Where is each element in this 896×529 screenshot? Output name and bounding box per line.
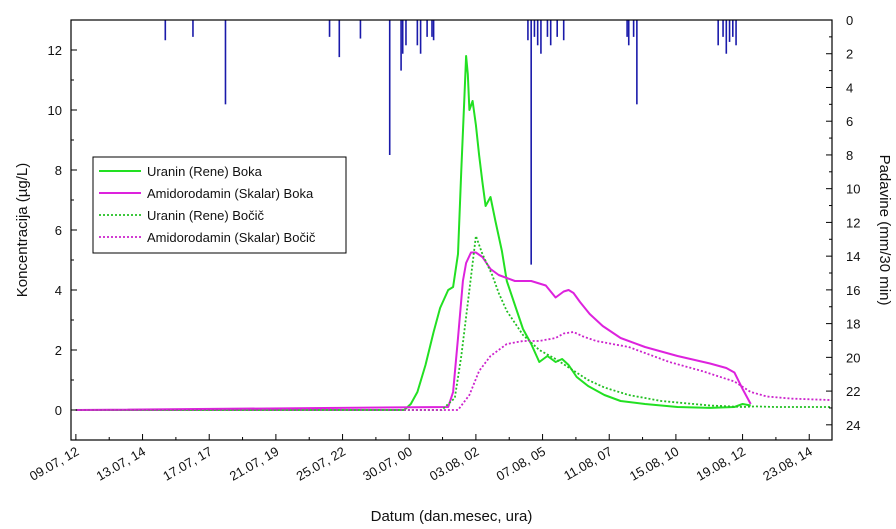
y2-tick-label: 24: [846, 418, 860, 433]
x-tick-label: 21.07, 19: [227, 444, 281, 484]
series-line-1: [75, 55, 751, 411]
x-tick-label: 03.08, 02: [427, 444, 481, 484]
x-tick-label: 19.08, 12: [694, 444, 748, 484]
y-tick-label: 2: [55, 343, 62, 358]
x-tick-label: 25.07, 22: [294, 444, 348, 484]
y2-tick-label: 4: [846, 80, 853, 95]
series-line-4: [75, 331, 833, 411]
y-tick-label: 6: [55, 223, 62, 238]
y-tick-label: 8: [55, 163, 62, 178]
y-tick-label: 10: [48, 103, 62, 118]
y2-tick-label: 6: [846, 114, 853, 129]
x-tick-label: 30.07, 00: [360, 444, 414, 484]
y-axis-title: Koncentracija (µg/L): [14, 163, 31, 298]
y-tick-label: 4: [55, 283, 62, 298]
legend: Uranin (Rene) Boka Amidorodamin (Skalar) …: [92, 156, 347, 254]
legend-label: Uranin (Rene) Bočič: [147, 208, 265, 223]
x-tick-label: 09.07, 12: [27, 444, 81, 484]
y2-tick-label: 0: [846, 13, 853, 28]
series-line-2: [75, 251, 752, 411]
y2-tick-label: 2: [846, 47, 853, 62]
y-tick-label: 12: [48, 43, 62, 58]
x-tick-label: 07.08, 05: [494, 444, 548, 484]
x-tick-label: 15.08, 10: [627, 444, 681, 484]
x-tick-label: 23.08, 14: [760, 444, 814, 484]
y2-tick-label: 10: [846, 182, 860, 197]
y-tick-label: 0: [55, 403, 62, 418]
x-tick-label: 13.07, 14: [94, 444, 148, 484]
x-axis-title: Datum (dan.mesec, ura): [371, 508, 533, 525]
series-line-3: [75, 235, 832, 411]
y2-axis-title: Padavine (mm/30 min): [876, 155, 893, 306]
legend-label: Amidorodamin (Skalar) Boka: [147, 186, 314, 201]
y2-tick-label: 22: [846, 384, 860, 399]
x-tick-label: 17.07, 17: [160, 444, 214, 484]
y2-tick-label: 8: [846, 148, 853, 163]
legend-label: Uranin (Rene) Boka: [147, 164, 263, 179]
y2-tick-label: 16: [846, 283, 860, 298]
legend-label: Amidorodamin (Skalar) Bočič: [147, 230, 316, 245]
plot-area: [75, 20, 833, 411]
y2-tick-label: 18: [846, 317, 860, 332]
y2-tick-label: 20: [846, 350, 860, 365]
x-tick-label: 11.08, 07: [561, 444, 615, 484]
y2-tick-label: 14: [846, 249, 860, 264]
y2-tick-label: 12: [846, 215, 860, 230]
